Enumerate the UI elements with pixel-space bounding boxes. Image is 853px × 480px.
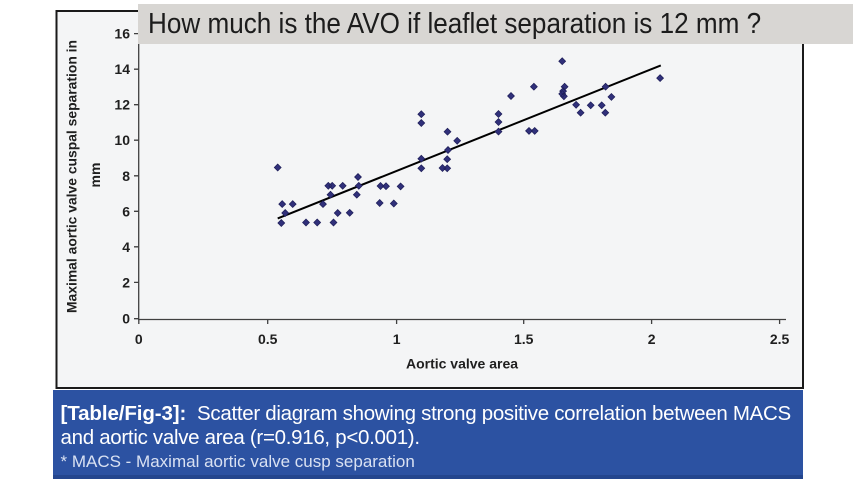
svg-text:10: 10: [114, 132, 130, 148]
svg-text:1: 1: [393, 331, 401, 347]
svg-text:mm: mm: [87, 163, 103, 188]
svg-text:0.5: 0.5: [258, 331, 278, 347]
svg-text:1.5: 1.5: [514, 331, 534, 347]
svg-text:8: 8: [122, 168, 130, 184]
svg-text:14: 14: [114, 61, 130, 77]
svg-text:2: 2: [648, 331, 656, 347]
svg-text:4: 4: [122, 239, 130, 255]
svg-text:2: 2: [122, 274, 130, 290]
svg-text:6: 6: [122, 203, 130, 219]
svg-text:Maximal aortic valve cuspal s: Maximal aortic valve cuspal separation i…: [64, 40, 80, 313]
svg-text:0: 0: [135, 331, 143, 347]
svg-text:12: 12: [114, 97, 130, 113]
svg-text:Aortic valve area: Aortic valve area: [406, 356, 518, 372]
svg-text:0: 0: [122, 311, 130, 327]
svg-text:16: 16: [114, 26, 130, 42]
svg-text:2.5: 2.5: [770, 331, 790, 347]
